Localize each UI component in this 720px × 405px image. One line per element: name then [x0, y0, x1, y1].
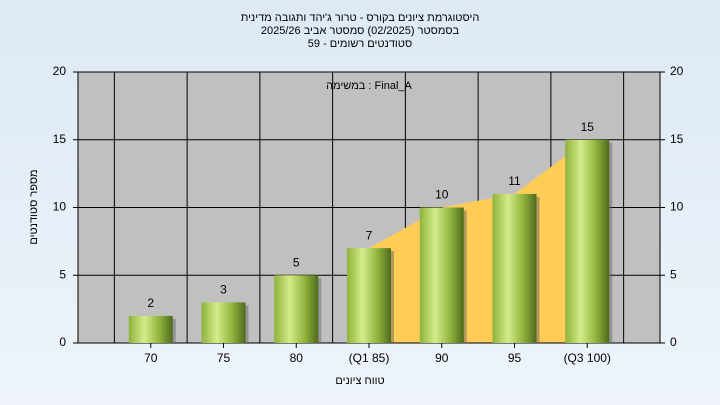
chart-title: היסטוגרמת ציונים בקורס - טרור ג'יהד ותגו…: [241, 12, 480, 24]
annotation: במשימה : Final_A: [326, 80, 412, 92]
value-label: 2: [147, 296, 154, 310]
x-tick-label: 70: [144, 351, 158, 365]
chart-subtitle: בסמסטר (02/2025) סמסטר אביב 2025/26: [261, 25, 460, 37]
bar: [492, 193, 537, 343]
value-label: 11: [508, 174, 521, 188]
value-label: 3: [220, 283, 227, 297]
value-label: 7: [366, 228, 373, 242]
y-tick-label: 5: [59, 267, 66, 281]
y2-tick-label: 15: [670, 132, 684, 146]
bar: [128, 315, 173, 343]
y-tick-label: 20: [53, 64, 67, 78]
value-label: 10: [435, 188, 449, 202]
x-tick-label: (Q1 85): [349, 351, 390, 365]
y-tick-label: 0: [59, 335, 66, 349]
x-tick-label: (Q3 100): [564, 351, 611, 365]
chart-subtitle: סטודנטים רשומים - 59: [308, 38, 412, 50]
y2-tick-label: 10: [670, 200, 684, 214]
x-tick-label: 95: [508, 351, 522, 365]
bar: [419, 207, 464, 343]
bar: [565, 139, 610, 343]
y2-tick-label: 20: [670, 64, 684, 78]
y-axis-label: מספר סטודנטים: [28, 169, 40, 244]
bar: [274, 275, 319, 343]
y-tick-label: 10: [53, 200, 67, 214]
bar: [201, 302, 246, 343]
x-tick-label: 90: [435, 351, 449, 365]
x-axis-label: טווח ציונים: [335, 375, 384, 387]
y2-tick-label: 5: [670, 267, 677, 281]
y-tick-label: 15: [53, 132, 67, 146]
value-label: 5: [293, 255, 300, 269]
y2-tick-label: 0: [670, 335, 677, 349]
value-label: 15: [581, 120, 595, 134]
x-tick-label: 80: [290, 351, 304, 365]
bar: [347, 248, 391, 343]
x-tick-label: 75: [217, 351, 231, 365]
